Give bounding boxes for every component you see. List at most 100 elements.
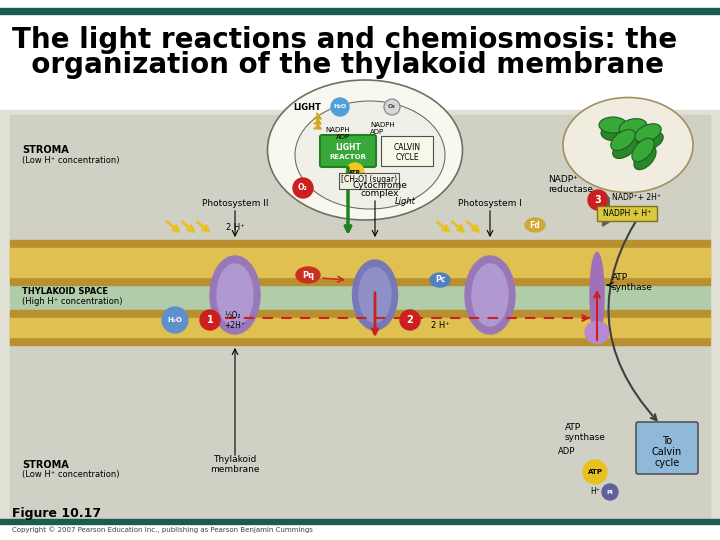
Ellipse shape xyxy=(599,117,627,133)
Ellipse shape xyxy=(636,132,663,150)
Ellipse shape xyxy=(268,80,462,220)
Text: ATP: ATP xyxy=(588,469,603,475)
Text: O₂: O₂ xyxy=(388,105,396,110)
Text: NADPH: NADPH xyxy=(325,127,350,133)
Text: NADP⁺+ 2H⁺: NADP⁺+ 2H⁺ xyxy=(612,192,661,201)
Circle shape xyxy=(400,310,420,330)
Circle shape xyxy=(384,99,400,115)
Circle shape xyxy=(200,310,220,330)
Bar xyxy=(10,310,710,345)
Ellipse shape xyxy=(353,260,397,330)
Text: ADP: ADP xyxy=(336,134,350,140)
Text: H₂O: H₂O xyxy=(333,105,346,110)
Ellipse shape xyxy=(613,138,637,158)
Ellipse shape xyxy=(210,256,260,334)
Text: 2: 2 xyxy=(407,315,413,325)
Circle shape xyxy=(588,190,608,210)
Text: LIGHT: LIGHT xyxy=(293,104,321,112)
Text: Figure 10.17: Figure 10.17 xyxy=(12,508,101,521)
Ellipse shape xyxy=(465,256,515,334)
Ellipse shape xyxy=(621,127,649,143)
Text: H₂O: H₂O xyxy=(168,317,182,323)
Text: organization of the thylakoid membrane: organization of the thylakoid membrane xyxy=(12,51,664,79)
Bar xyxy=(0,0,720,110)
Ellipse shape xyxy=(472,264,508,326)
Text: ATP: ATP xyxy=(349,170,361,174)
Text: The light reactions and chemiosmosis: the: The light reactions and chemiosmosis: th… xyxy=(12,26,677,54)
FancyBboxPatch shape xyxy=(597,206,657,221)
Ellipse shape xyxy=(295,101,445,209)
FancyBboxPatch shape xyxy=(636,422,698,474)
Bar xyxy=(10,240,710,285)
Circle shape xyxy=(346,163,364,181)
Text: O₂: O₂ xyxy=(298,184,308,192)
Bar xyxy=(10,285,710,310)
Bar xyxy=(10,345,710,518)
Ellipse shape xyxy=(611,130,635,151)
Ellipse shape xyxy=(590,253,604,338)
Text: ½O₂: ½O₂ xyxy=(224,312,240,321)
Text: synthase: synthase xyxy=(565,434,606,442)
Text: NADP⁺: NADP⁺ xyxy=(548,176,578,185)
Ellipse shape xyxy=(635,124,661,142)
Text: ADP: ADP xyxy=(558,448,575,456)
Text: Cytochrome: Cytochrome xyxy=(353,181,408,190)
Text: STROMA: STROMA xyxy=(22,145,68,155)
FancyBboxPatch shape xyxy=(381,136,433,166)
Bar xyxy=(0,8,720,14)
Bar xyxy=(10,318,710,337)
Text: Fd: Fd xyxy=(530,220,541,230)
Text: reductase: reductase xyxy=(548,186,593,194)
Text: THYLAKOID SPACE: THYLAKOID SPACE xyxy=(22,287,108,296)
FancyBboxPatch shape xyxy=(320,135,376,167)
FancyBboxPatch shape xyxy=(339,173,399,189)
Circle shape xyxy=(583,460,607,484)
Text: ATP: ATP xyxy=(612,273,628,282)
Text: (High H⁺ concentration): (High H⁺ concentration) xyxy=(22,296,122,306)
Ellipse shape xyxy=(634,146,656,170)
Text: Pq: Pq xyxy=(302,271,314,280)
Text: Light: Light xyxy=(395,197,416,206)
Ellipse shape xyxy=(619,119,647,136)
Ellipse shape xyxy=(585,321,609,343)
Text: Copyright © 2007 Pearson Education Inc., publishing as Pearson Benjamin Cummings: Copyright © 2007 Pearson Education Inc.,… xyxy=(12,526,313,534)
Text: +2H⁺: +2H⁺ xyxy=(224,321,245,329)
Text: ATP: ATP xyxy=(565,423,581,433)
Ellipse shape xyxy=(563,98,693,192)
Circle shape xyxy=(331,98,349,116)
Bar xyxy=(0,110,720,518)
Text: 3: 3 xyxy=(595,195,601,205)
Text: cycle: cycle xyxy=(654,458,680,468)
Text: Pi: Pi xyxy=(607,489,613,495)
Ellipse shape xyxy=(525,218,545,232)
Text: CYCLE: CYCLE xyxy=(395,152,419,161)
Text: (Low H⁺ concentration): (Low H⁺ concentration) xyxy=(22,156,120,165)
Text: 1: 1 xyxy=(207,315,213,325)
Text: 2 H⁺: 2 H⁺ xyxy=(225,223,244,232)
Ellipse shape xyxy=(430,273,450,287)
Text: STROMA: STROMA xyxy=(22,460,68,470)
Text: Calvin: Calvin xyxy=(652,447,682,457)
Circle shape xyxy=(602,484,618,500)
Text: membrane: membrane xyxy=(210,464,260,474)
Text: [CH₂O] (sugar): [CH₂O] (sugar) xyxy=(341,176,397,185)
Text: NADPH + H⁺: NADPH + H⁺ xyxy=(603,208,651,218)
Text: To: To xyxy=(662,436,672,446)
Text: H⁺: H⁺ xyxy=(590,488,600,496)
Text: NADPH: NADPH xyxy=(370,122,395,128)
Ellipse shape xyxy=(632,138,654,161)
Ellipse shape xyxy=(359,267,391,322)
Text: Photosystem II: Photosystem II xyxy=(202,199,269,208)
Text: 2 H⁺: 2 H⁺ xyxy=(431,321,449,329)
Bar xyxy=(10,115,710,240)
Circle shape xyxy=(293,178,313,198)
Ellipse shape xyxy=(601,125,629,141)
Text: Thylakoid: Thylakoid xyxy=(213,456,257,464)
Ellipse shape xyxy=(296,267,320,283)
Text: ADP: ADP xyxy=(370,129,384,135)
Text: Photosystem I: Photosystem I xyxy=(458,199,522,208)
Text: REACTOR: REACTOR xyxy=(330,154,366,160)
Bar xyxy=(10,248,710,277)
Text: complex: complex xyxy=(361,189,400,198)
Ellipse shape xyxy=(217,264,253,326)
